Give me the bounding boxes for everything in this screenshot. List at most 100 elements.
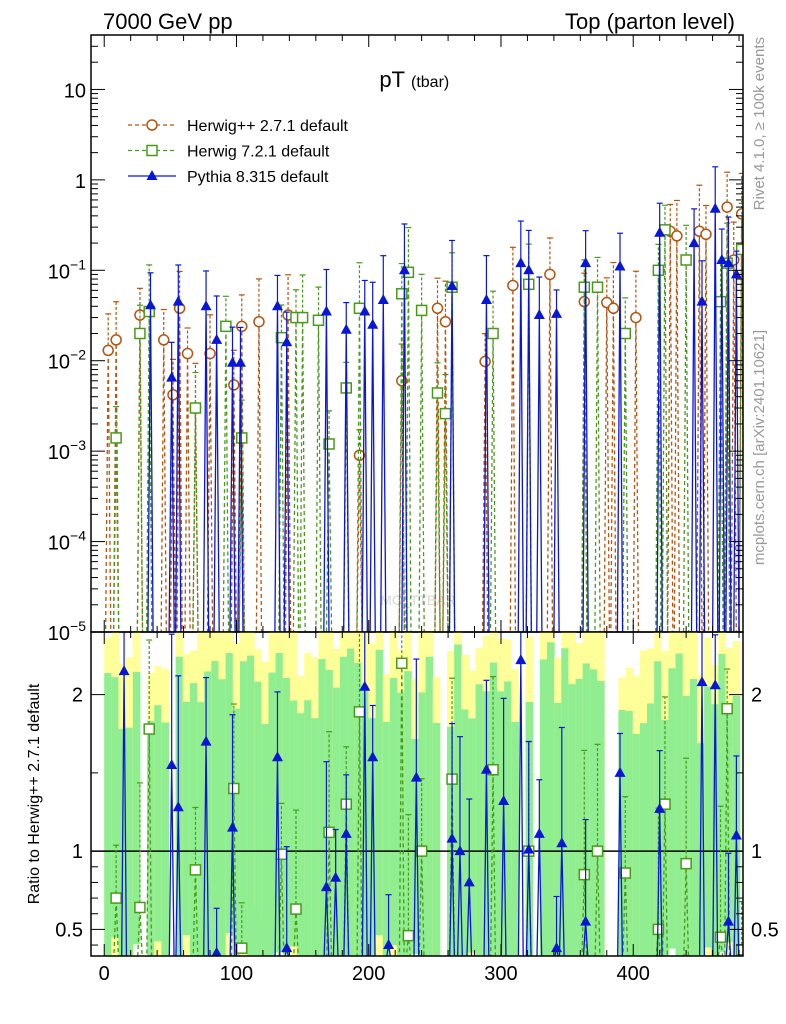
pythia-ratio-point <box>709 679 721 690</box>
pythia-ratio-point <box>166 759 178 770</box>
main-y-tick-exponent: −3 <box>70 437 86 453</box>
ratio-band-green <box>382 721 391 956</box>
pythia-ratio-point <box>722 915 734 926</box>
herwig-7-ratio-point <box>236 942 248 954</box>
pythia-ratio-point <box>383 939 395 950</box>
herwig-7-ratio-point <box>402 929 415 942</box>
ratio-band-green <box>504 681 512 956</box>
herwig-pp-point <box>236 320 248 333</box>
pythia-point <box>688 237 700 248</box>
ratio-band-green <box>454 644 462 956</box>
main-y-tick-label: 10−3 <box>48 437 86 464</box>
ratio-band-green <box>332 687 341 956</box>
herwig-7-ratio-point <box>680 857 692 870</box>
herwig-7-ratio-point <box>228 782 240 795</box>
herwig-7-point <box>578 281 591 293</box>
pythia-point <box>654 226 666 237</box>
rivet-version-text: Rivet 4.1.0, ≥ 100k events <box>751 37 768 210</box>
pythia-point <box>709 202 721 213</box>
ratio-band-green <box>218 679 227 956</box>
herwig-pp-point <box>167 389 179 401</box>
pythia-ratio-point <box>454 845 466 856</box>
pythia-point <box>271 300 283 311</box>
ratio-band-green <box>461 709 469 956</box>
x-tick-label: 300 <box>484 963 517 985</box>
ratio-band-green <box>725 703 734 942</box>
herwig-pp-point <box>630 311 642 324</box>
herwig-7-point <box>487 327 499 340</box>
pythia-ratio-point <box>410 771 422 782</box>
herwig-pp-legend-marker <box>146 119 158 131</box>
ratio-band-green <box>247 655 255 956</box>
herwig-7-ratio-point <box>578 868 591 881</box>
herwig-7-point <box>189 402 202 414</box>
ratio-band-green <box>289 700 298 947</box>
herwig-7-legend-marker <box>146 144 158 157</box>
pythia-point <box>533 309 545 320</box>
ratio-band-green <box>554 702 562 956</box>
ratio-band-green <box>639 723 648 956</box>
herwig-7-ratio-point <box>134 901 146 914</box>
ratio-band-green <box>111 677 120 938</box>
ratio-band-green <box>618 710 627 956</box>
pythia-point <box>614 260 626 271</box>
ratio-band-green <box>547 642 555 956</box>
ratio-band-green <box>282 677 291 955</box>
ratio-band-green <box>104 673 112 956</box>
ratio-series-group <box>91 632 743 956</box>
main-plot-panel: MC_TTBAR 10 1 10−1 10−2 10−3 10−4 10−5 pT (tba… <box>48 34 744 645</box>
herwig-7-ratio-point <box>619 867 632 879</box>
pythia-point <box>340 323 352 334</box>
herwig-7-ratio-point <box>721 702 733 715</box>
main-y-tick-label: 10−2 <box>48 347 86 374</box>
ratio-band-green <box>125 727 134 956</box>
herwig-7-point <box>396 288 408 300</box>
pythia-point <box>377 293 389 304</box>
herwig-7-point <box>312 314 325 327</box>
herwig-pp-point <box>353 449 366 462</box>
pythia-point <box>696 295 708 306</box>
herwig-pp-point <box>204 347 216 360</box>
x-tick-label: 200 <box>352 963 385 985</box>
ratio-band-green <box>375 649 384 936</box>
pythia-legend-marker <box>146 170 158 180</box>
main-axes: 10 1 10−1 10−2 10−3 10−4 10−5 <box>48 34 744 645</box>
herwig-7-point <box>134 327 146 340</box>
process-label: Top (parton level) <box>565 9 735 34</box>
pythia-ratio-point <box>480 763 492 774</box>
pythia-ratio-point <box>730 829 742 840</box>
ratio-band-green <box>268 672 277 956</box>
herwig-7-point <box>714 295 727 308</box>
herwig-7-ratio-point <box>415 845 428 857</box>
main-y-tick-label: 10−1 <box>48 256 86 283</box>
ratio-y-tick-label: 1 <box>72 841 83 863</box>
herwig-pp-point <box>181 347 194 360</box>
ratio-band-green <box>525 701 534 956</box>
herwig-7-point <box>110 432 122 444</box>
pythia-ratio-point <box>551 942 563 953</box>
ratio-band-green <box>561 648 569 956</box>
pythia-point <box>234 356 246 367</box>
main-series-group <box>102 166 743 632</box>
ratio-band-green <box>668 668 677 949</box>
herwig-pp-point <box>439 315 452 328</box>
legend: Herwig++ 2.7.1 default Herwig 7.2.1 defau… <box>128 118 349 186</box>
main-y-tick-label: 1 <box>75 171 86 193</box>
pythia-ratio-point <box>523 843 535 854</box>
ratio-band-green <box>304 700 312 956</box>
pythia-point <box>446 280 458 291</box>
main-y-tick-label: 10−4 <box>48 528 86 555</box>
pythia-ratio-point <box>515 654 527 665</box>
ratio-band-green <box>318 659 327 956</box>
herwig-7-point <box>619 327 632 340</box>
pythia-ratio-point <box>118 665 130 676</box>
ratio-band-green <box>325 669 334 956</box>
main-y-tick-label: 10 <box>64 80 86 102</box>
pythia-ratio-point <box>556 837 568 848</box>
herwig-7-ratio-point <box>323 826 335 839</box>
pythia-legend-label: Pythia 8.315 default <box>187 169 329 186</box>
ratio-band-green <box>154 705 162 942</box>
pythia-ratio-point <box>580 915 592 926</box>
ratio-band-green <box>596 680 605 956</box>
pythia-ratio-point <box>359 680 371 691</box>
